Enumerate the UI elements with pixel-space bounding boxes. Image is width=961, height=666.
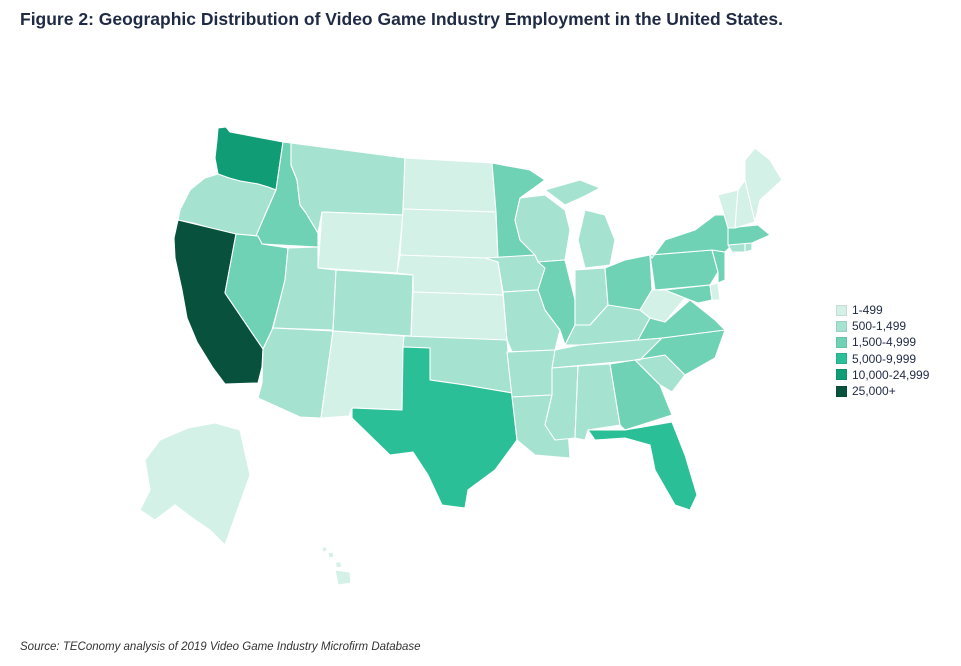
state-ME (744, 147, 783, 223)
state-FL (587, 421, 698, 511)
legend-label: 1-499 (852, 303, 883, 318)
state-AR (506, 349, 556, 398)
state-TX (351, 346, 518, 509)
state-VA (637, 299, 726, 341)
state-HI (321, 545, 352, 586)
legend-label: 5,000-9,999 (852, 351, 917, 366)
state-IL (537, 259, 576, 346)
legend-item: 500-1,499 (836, 318, 929, 334)
legend-item: 1-499 (836, 302, 929, 318)
state-PA (649, 249, 719, 291)
source-note: Source: TEConomy analysis of 2019 Video … (20, 641, 421, 653)
state-MA (727, 224, 771, 246)
legend-swatch (836, 385, 847, 397)
state-NE (396, 254, 504, 296)
legend-item: 5,000-9,999 (836, 351, 929, 367)
state-MI (544, 179, 616, 269)
state-NM (320, 330, 405, 419)
state-AZ (257, 327, 334, 419)
state-RI (744, 242, 753, 253)
state-DE (709, 282, 721, 301)
legend-swatch (836, 353, 847, 365)
figure-title: Figure 2: Geographic Distribution of Vid… (20, 9, 783, 29)
legend-item: 25,000+ (836, 383, 929, 399)
state-ND (402, 157, 497, 213)
state-NY (649, 214, 733, 259)
legend-item: 10,000-24,999 (836, 367, 929, 383)
legend-swatch (836, 304, 847, 316)
legend-label: 25,000+ (852, 384, 896, 399)
state-AK (139, 422, 251, 546)
state-SD (399, 208, 499, 263)
state-KS (410, 291, 508, 341)
legend-label: 10,000-24,999 (852, 367, 930, 382)
state-CO (332, 269, 414, 337)
legend-label: 1,500-4,999 (852, 335, 917, 350)
legend-swatch (836, 320, 847, 332)
legend-label: 500-1,499 (852, 319, 907, 334)
state-MD (664, 284, 713, 304)
legend-swatch (836, 369, 847, 381)
state-WY (317, 211, 404, 274)
legend-item: 1,500-4,999 (836, 334, 929, 350)
legend: 1-499 500-1,499 1,500-4,999 5,000-9,999 … (836, 302, 929, 399)
legend-swatch (836, 336, 847, 348)
